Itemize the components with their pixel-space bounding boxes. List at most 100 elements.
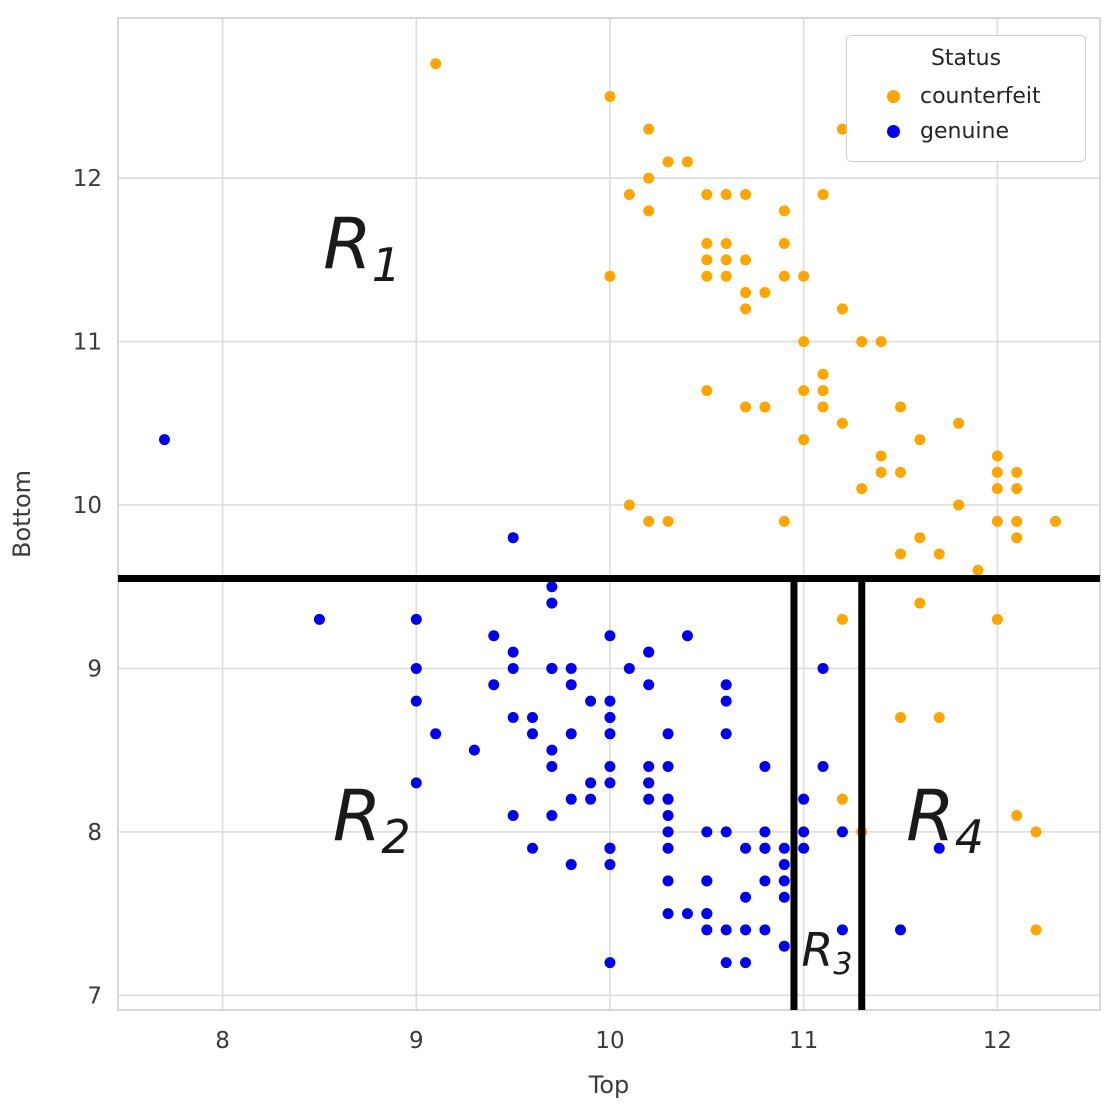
point-counterfeit	[740, 189, 752, 201]
y-axis-label: Bottom	[8, 470, 36, 558]
point-genuine	[468, 744, 480, 756]
region-label-r3: R3	[801, 923, 852, 982]
point-genuine	[836, 826, 848, 838]
x-tick-label: 8	[215, 1028, 230, 1054]
point-counterfeit	[778, 205, 790, 217]
point-genuine	[546, 760, 558, 772]
point-counterfeit	[991, 450, 1003, 462]
y-tick-label: 11	[73, 330, 102, 356]
point-genuine	[701, 924, 713, 936]
point-counterfeit	[991, 466, 1003, 478]
point-genuine	[662, 728, 674, 740]
point-counterfeit	[623, 189, 635, 201]
point-genuine	[662, 826, 674, 838]
point-counterfeit	[836, 303, 848, 315]
point-counterfeit	[1030, 826, 1042, 838]
point-genuine	[546, 581, 558, 593]
point-counterfeit	[1011, 515, 1023, 527]
point-counterfeit	[778, 238, 790, 250]
point-counterfeit	[681, 156, 693, 168]
point-counterfeit	[991, 515, 1003, 527]
point-genuine	[313, 613, 325, 625]
point-counterfeit	[720, 254, 732, 266]
point-genuine	[778, 891, 790, 903]
point-genuine	[585, 777, 597, 789]
point-counterfeit	[856, 483, 868, 495]
point-genuine	[681, 908, 693, 920]
point-genuine	[798, 826, 810, 838]
point-genuine	[546, 810, 558, 822]
legend-entry-label: genuine	[920, 119, 1009, 144]
point-counterfeit	[740, 303, 752, 315]
point-genuine	[410, 613, 422, 625]
point-counterfeit	[662, 156, 674, 168]
point-genuine	[778, 875, 790, 887]
point-counterfeit	[1011, 466, 1023, 478]
point-genuine	[507, 646, 519, 658]
point-counterfeit	[817, 189, 829, 201]
point-genuine	[488, 630, 500, 642]
point-counterfeit	[701, 254, 713, 266]
point-genuine	[604, 728, 616, 740]
point-counterfeit	[972, 564, 984, 576]
point-counterfeit	[895, 466, 907, 478]
y-tick-label: 7	[87, 983, 102, 1009]
point-genuine	[604, 777, 616, 789]
point-genuine	[604, 695, 616, 707]
genuine-marker-icon	[887, 125, 900, 138]
point-counterfeit	[836, 793, 848, 805]
point-counterfeit	[836, 123, 848, 135]
point-counterfeit	[720, 270, 732, 282]
point-genuine	[585, 695, 597, 707]
y-tick-label: 9	[87, 656, 102, 682]
point-genuine	[507, 810, 519, 822]
point-genuine	[662, 760, 674, 772]
point-counterfeit	[856, 336, 868, 348]
point-counterfeit	[643, 205, 655, 217]
point-counterfeit	[643, 172, 655, 184]
point-genuine	[662, 875, 674, 887]
point-counterfeit	[798, 385, 810, 397]
point-genuine	[798, 842, 810, 854]
point-genuine	[662, 793, 674, 805]
point-counterfeit	[817, 401, 829, 413]
point-counterfeit	[895, 401, 907, 413]
point-counterfeit	[1011, 810, 1023, 822]
point-genuine	[507, 662, 519, 674]
point-counterfeit	[720, 189, 732, 201]
y-tick-label: 10	[73, 493, 102, 519]
point-genuine	[759, 842, 771, 854]
point-genuine	[720, 679, 732, 691]
point-genuine	[565, 679, 577, 691]
point-counterfeit	[604, 270, 616, 282]
point-genuine	[933, 842, 945, 854]
point-genuine	[565, 859, 577, 871]
point-genuine	[681, 630, 693, 642]
point-genuine	[720, 728, 732, 740]
point-genuine	[720, 957, 732, 969]
point-genuine	[701, 875, 713, 887]
point-counterfeit	[933, 548, 945, 560]
point-genuine	[546, 597, 558, 609]
point-counterfeit	[875, 466, 887, 478]
point-genuine	[488, 679, 500, 691]
x-axis-label: Top	[588, 1071, 630, 1099]
point-counterfeit	[895, 711, 907, 723]
plot-border	[117, 17, 1101, 1011]
x-tick-label: 11	[789, 1028, 818, 1054]
point-genuine	[546, 744, 558, 756]
point-counterfeit	[740, 254, 752, 266]
point-counterfeit	[933, 711, 945, 723]
counterfeit-marker-icon	[887, 90, 900, 103]
point-counterfeit	[798, 434, 810, 446]
point-counterfeit	[623, 499, 635, 511]
legend-entry-genuine: genuine	[847, 114, 1085, 149]
point-counterfeit	[1049, 515, 1061, 527]
point-genuine	[662, 842, 674, 854]
point-genuine	[507, 711, 519, 723]
y-tick-label: 8	[87, 820, 102, 846]
point-genuine	[604, 711, 616, 723]
point-genuine	[643, 646, 655, 658]
point-genuine	[778, 859, 790, 871]
